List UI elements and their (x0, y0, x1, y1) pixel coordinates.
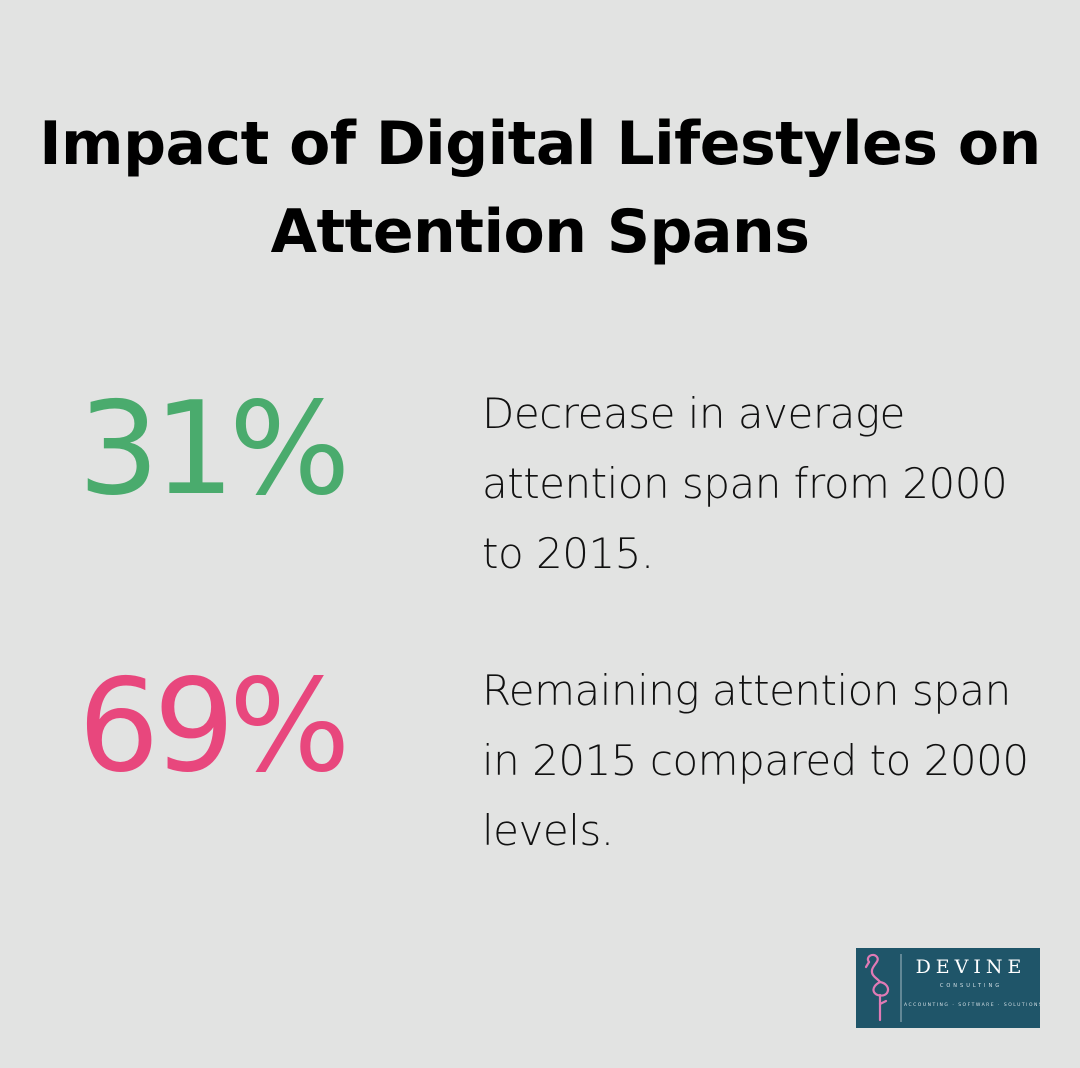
stat-description: Remaining attention span in 2015 compare… (482, 666, 1029, 855)
stat-value: 31% (78, 375, 350, 524)
stat-value: 69% (78, 652, 350, 801)
flamingo-icon (864, 953, 902, 1022)
brand-logo: DEVINE CONSULTING ACCOUNTING · SOFTWARE … (856, 948, 1040, 1028)
logo-name: DEVINE (915, 956, 1027, 978)
logo-subtitle: CONSULTING (939, 983, 1003, 989)
stat-description: Decrease in average attention span from … (482, 389, 1008, 578)
page-title: Impact of Digital Lifestyles on Attentio… (39, 109, 1041, 267)
logo-tagline: ACCOUNTING · SOFTWARE · SOLUTIONS (904, 1003, 1040, 1008)
